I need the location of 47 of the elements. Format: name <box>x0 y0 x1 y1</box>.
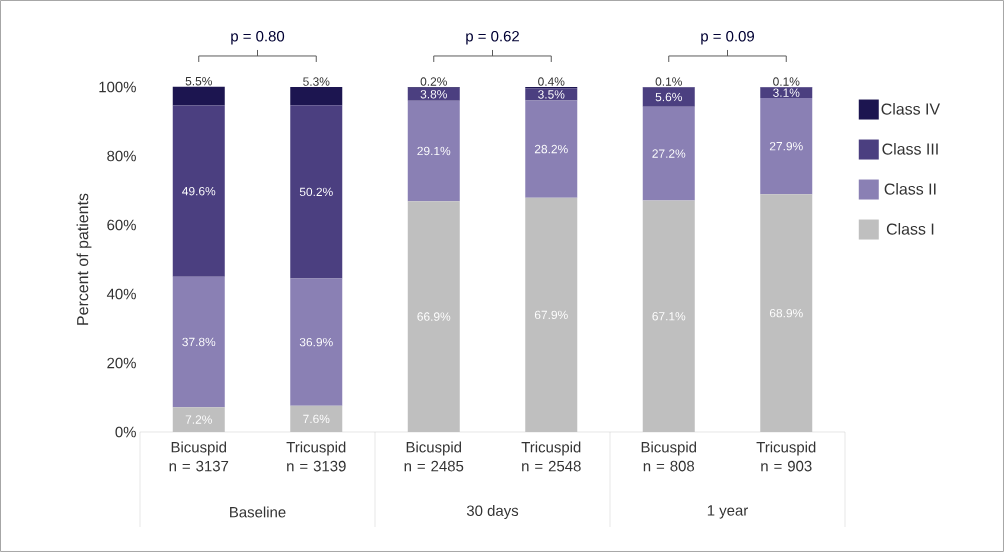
x-tick-label: Tricuspid n = 903 <box>756 441 816 472</box>
y-tick-label: 100% <box>99 81 136 93</box>
text: 30 days <box>466 505 519 519</box>
data-label: 67.1% <box>652 312 686 321</box>
data-label: 49.6% <box>182 186 216 196</box>
data-label: 3.8% <box>420 90 447 99</box>
data-label: 3.1% <box>773 88 800 97</box>
legend-label: Class I <box>886 223 934 235</box>
y-axis-title: Percent of patients <box>76 193 92 325</box>
data-label: 5.5% <box>185 77 212 86</box>
y-tick-label: 60% <box>107 219 136 231</box>
data-label: 67.9% <box>534 310 568 320</box>
data-label: 36.9% <box>299 337 333 347</box>
data-label: 5.3% <box>303 77 330 86</box>
data-label: 0.1% <box>655 77 682 86</box>
legend-label: Class IV <box>881 103 941 115</box>
data-label: 29.1% <box>417 146 451 156</box>
text: 1 year <box>707 505 748 519</box>
data-label: 3.5% <box>538 90 565 99</box>
x-tick-label: Bicuspid n = 808 <box>641 441 697 472</box>
legend-label: Class III <box>882 143 938 155</box>
y-tick-label: 20% <box>107 357 136 369</box>
x-tick-label: Bicuspid n = 2485 <box>404 441 464 472</box>
data-label: 7.6% <box>303 414 330 424</box>
data-label: 27.2% <box>652 149 686 158</box>
data-label: 28.2% <box>534 144 568 154</box>
data-label: 0.4% <box>538 77 565 86</box>
text: p = 0.62 <box>466 30 519 45</box>
legend-label: Class II <box>884 183 936 195</box>
data-label: 66.9% <box>417 312 451 321</box>
x-tick-label: Tricuspid n = 2548 <box>521 441 581 472</box>
x-tick-label: Tricuspid n = 3139 <box>286 441 346 472</box>
y-tick-label: 40% <box>106 288 136 300</box>
y-tick-label: 0% <box>115 426 136 438</box>
data-label: 27.9% <box>769 141 803 151</box>
text: Baseline <box>230 506 286 518</box>
data-label: 0.2% <box>420 77 447 86</box>
data-label: 50.2% <box>299 187 333 197</box>
y-tick-label: 80% <box>107 150 136 162</box>
data-label: 5.6% <box>655 92 682 102</box>
data-label: 68.9% <box>769 308 803 318</box>
text: p = 0.80 <box>231 30 285 45</box>
text: p = 0.09 <box>701 30 754 45</box>
data-label: 0.1% <box>773 77 800 86</box>
data-label: 37.8% <box>182 337 216 347</box>
data-label: 7.2% <box>185 415 212 424</box>
x-tick-label: Bicuspid n = 3137 <box>169 441 229 472</box>
